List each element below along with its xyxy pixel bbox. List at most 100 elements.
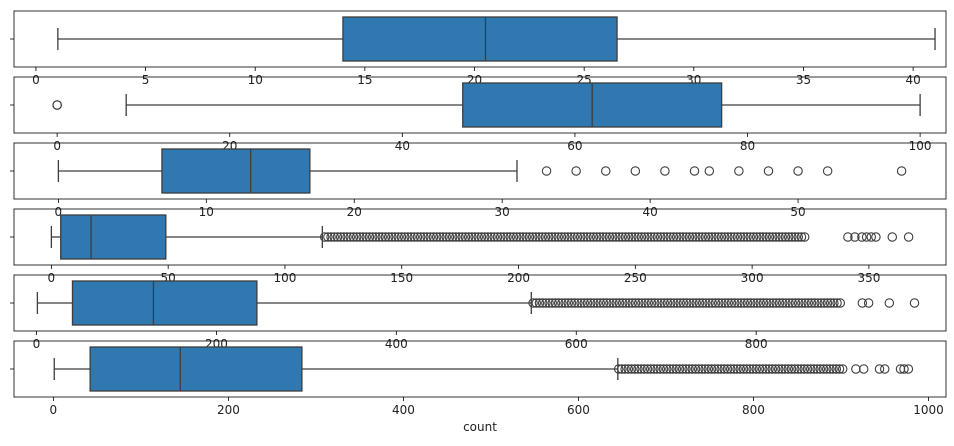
outlier-point-5	[550, 298, 561, 308]
outlier-point-6	[729, 364, 739, 374]
outlier-point-5	[749, 298, 759, 308]
outlier-point-4	[358, 232, 368, 242]
outlier-point-4	[755, 232, 765, 242]
outlier-point-4	[495, 232, 506, 242]
outlier-point-6	[668, 364, 678, 374]
outlier-point-6	[812, 364, 822, 374]
outlier-point-4	[521, 232, 532, 242]
outlier-point-4	[595, 232, 605, 242]
outlier-point-5	[637, 298, 647, 308]
outlier-point-6	[805, 364, 816, 374]
outlier-point-4	[671, 232, 682, 242]
outlier-point-5	[541, 298, 551, 308]
outlier-point-5	[800, 298, 810, 308]
outlier-point-5	[813, 298, 823, 308]
outlier-point-6	[757, 364, 768, 374]
outlier-point-4	[335, 232, 346, 242]
outlier-point-4	[438, 232, 448, 242]
outlier-point-6	[725, 364, 736, 374]
x-tick-label-1: 40	[905, 73, 920, 87]
outlier-point-4	[428, 232, 439, 242]
outlier-point-5	[566, 298, 577, 308]
outlier-point-5	[681, 298, 692, 308]
x-tick-label-4: 100	[274, 271, 297, 285]
x-tick-label-3: 0	[55, 205, 63, 219]
outlier-point-4	[367, 232, 378, 242]
outlier-point-4	[582, 232, 592, 242]
outlier-point-4	[687, 232, 698, 242]
outlier-point-4	[479, 232, 490, 242]
outlier-point-5	[742, 298, 753, 308]
outlier-point-5	[694, 298, 705, 308]
outlier-point-4	[857, 232, 867, 242]
outlier-point-5	[569, 298, 580, 308]
outlier-point-4	[431, 232, 442, 242]
outlier-point-5	[909, 298, 920, 308]
outlier-point-4	[486, 232, 496, 242]
outlier-point-5	[675, 298, 686, 308]
outlier-point-4	[463, 232, 474, 242]
outlier-point-4	[607, 232, 618, 242]
outlier-point-4	[550, 232, 560, 242]
outlier-point-5	[614, 298, 625, 308]
x-axis-label: count	[463, 420, 497, 434]
outlier-point-4	[691, 232, 701, 242]
outlier-point-3	[660, 166, 670, 176]
outlier-point-4	[588, 232, 599, 242]
outlier-point-5	[771, 298, 782, 308]
outlier-point-4	[467, 232, 477, 242]
outlier-point-5	[707, 298, 718, 308]
x-tick-label-2: 0	[53, 139, 61, 153]
outlier-point-4	[531, 232, 541, 242]
outlier-point-5	[685, 298, 695, 308]
outlier-point-4	[351, 232, 362, 242]
outlier-point-5	[774, 298, 785, 308]
outlier-point-5	[726, 298, 737, 308]
outlier-point-6	[633, 364, 643, 374]
outlier-point-5	[819, 298, 830, 308]
outlier-point-4	[729, 232, 740, 242]
outlier-point-4	[387, 232, 397, 242]
outlier-point-5	[835, 298, 846, 308]
outlier-point-6	[658, 364, 669, 374]
outlier-point-4	[771, 232, 781, 242]
outlier-point-6	[793, 364, 803, 374]
outlier-point-6	[799, 364, 810, 374]
outlier-point-4	[655, 232, 666, 242]
outlier-point-4	[371, 232, 381, 242]
outlier-point-5	[582, 298, 593, 308]
outlier-point-4	[707, 232, 717, 242]
outlier-point-4	[499, 232, 509, 242]
outlier-point-5	[822, 298, 833, 308]
outlier-point-5	[697, 298, 708, 308]
outlier-point-4	[716, 232, 727, 242]
outlier-point-4	[703, 232, 714, 242]
outlier-point-4	[489, 232, 500, 242]
outlier-point-4	[723, 232, 733, 242]
outlier-point-3	[763, 166, 774, 176]
outlier-point-4	[617, 232, 628, 242]
outlier-point-6	[767, 364, 778, 374]
outlier-point-5	[649, 298, 660, 308]
outlier-point-4	[799, 232, 810, 242]
x-tick-label-4: 250	[624, 271, 647, 285]
outlier-point-4	[339, 232, 349, 242]
outlier-point-3	[734, 166, 744, 176]
outlier-point-6	[851, 364, 861, 374]
outlier-point-6	[652, 364, 662, 374]
outlier-point-5	[777, 298, 788, 308]
x-tick-label-1: 10	[248, 73, 263, 87]
x-tick-label-2: 80	[740, 139, 755, 153]
outlier-point-6	[693, 364, 704, 374]
outlier-point-4	[697, 232, 708, 242]
outlier-point-6	[874, 364, 885, 374]
outlier-point-4	[758, 232, 768, 242]
outlier-point-6	[821, 364, 832, 374]
outlier-point-4	[483, 232, 493, 242]
outlier-point-3	[689, 166, 700, 176]
x-tick-label-6: 0	[50, 403, 58, 417]
outlier-point-6	[789, 364, 800, 374]
outlier-point-4	[543, 232, 554, 242]
outlier-point-6	[716, 364, 726, 374]
